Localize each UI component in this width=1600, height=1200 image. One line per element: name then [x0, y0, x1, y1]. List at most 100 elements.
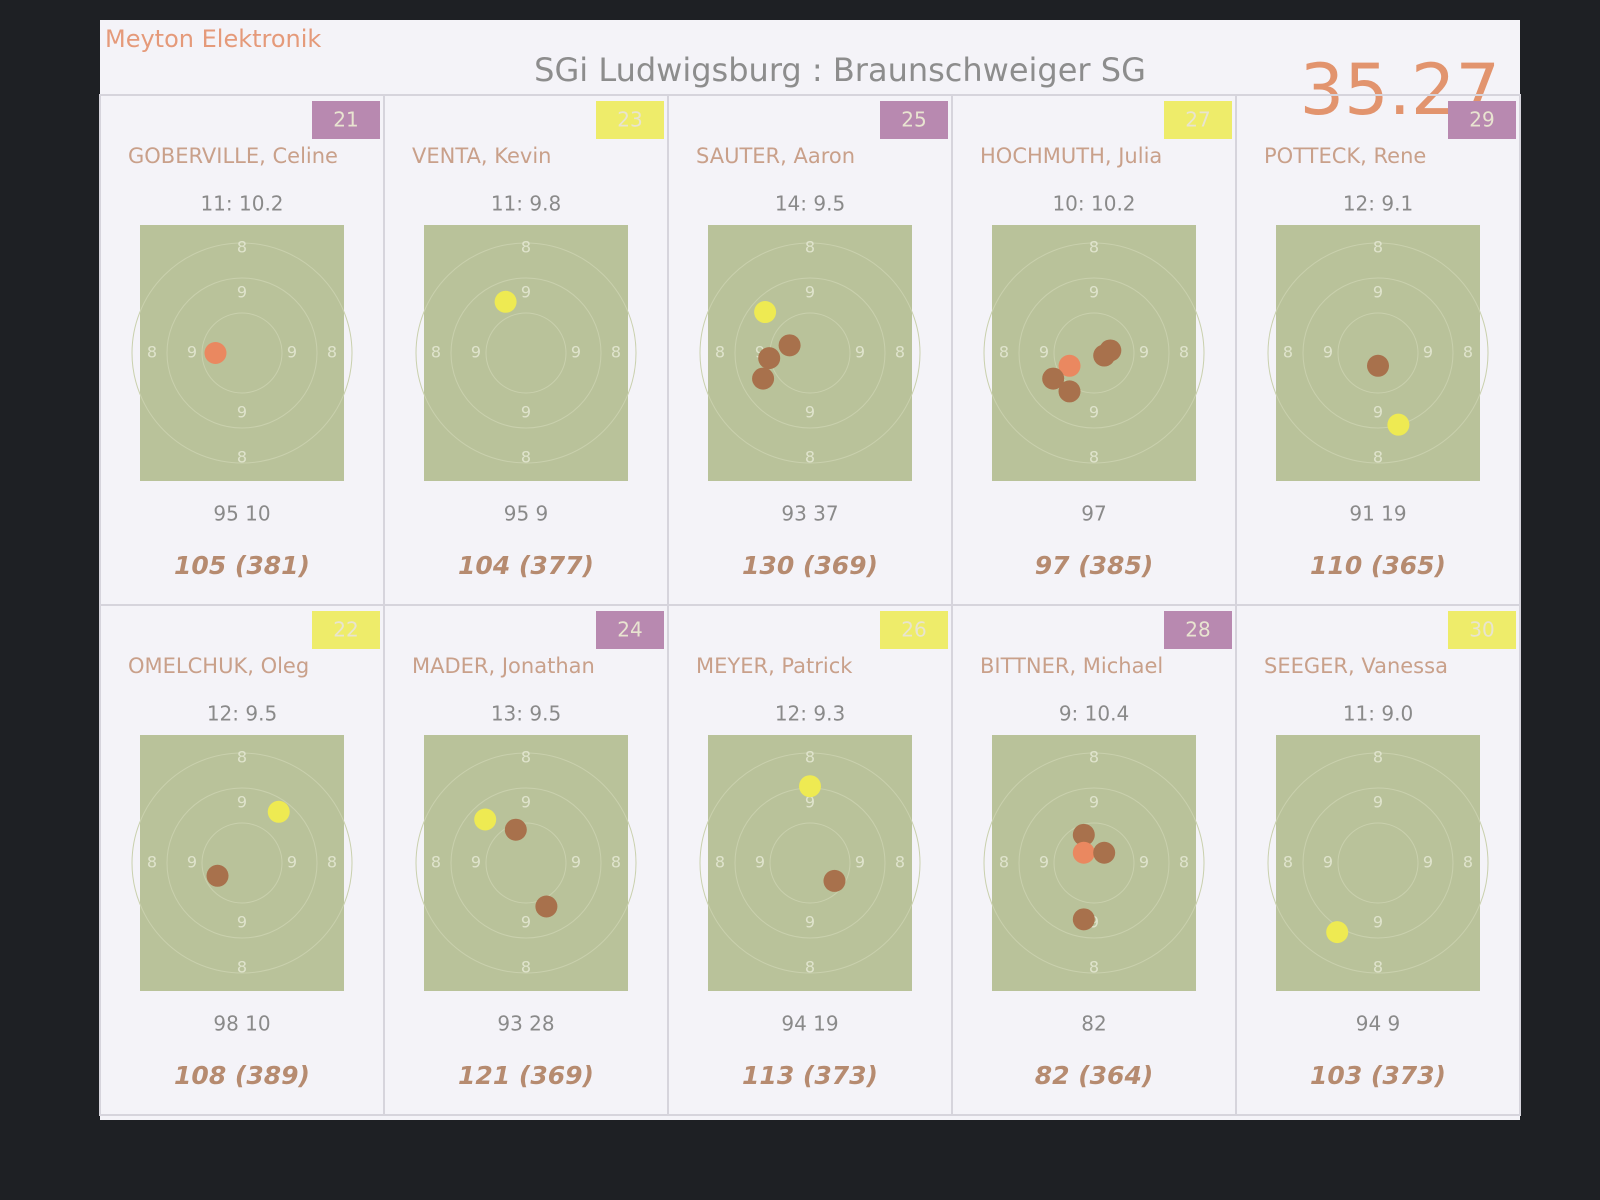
shot [204, 342, 227, 364]
last-shot: 11: 10.2 [200, 192, 283, 216]
target [708, 225, 912, 481]
ring-label: 8 [805, 448, 815, 467]
ring-label: 9 [805, 913, 815, 932]
target [708, 735, 912, 991]
last-shot: 11: 9.8 [491, 192, 561, 216]
shot [823, 869, 846, 892]
shot [1326, 921, 1349, 944]
target-ring [201, 312, 283, 394]
ring-label: 8 [521, 448, 531, 467]
lane-badge [880, 611, 948, 649]
shot [799, 775, 821, 798]
total-score: 110 (365) [1310, 551, 1446, 580]
target-ring [1267, 242, 1489, 464]
target-ring [1018, 277, 1170, 429]
ring-label: 8 [895, 853, 905, 872]
shot [758, 347, 781, 370]
target-ring [450, 277, 602, 429]
lane-badge [596, 101, 664, 139]
ring-label: 8 [1463, 343, 1473, 362]
match-title: SGi Ludwigsburg : Braunschweiger SG [534, 51, 1146, 89]
ring-label: 8 [1373, 238, 1383, 257]
shooter-name: SAUTER, Aaron [696, 144, 855, 168]
lane-number: 28 [1185, 618, 1210, 642]
series-score: 97 [1081, 502, 1106, 526]
shot [1042, 367, 1065, 390]
total-score: 121 (369) [458, 1061, 594, 1090]
ring-label: 9 [1139, 343, 1149, 362]
ring-label: 8 [521, 238, 531, 257]
target-ring [166, 277, 318, 429]
ring-label: 8 [327, 853, 337, 872]
ring-label: 8 [1089, 448, 1099, 467]
ring-label: 8 [1283, 343, 1293, 362]
shot [752, 367, 775, 390]
ring-label: 8 [431, 343, 441, 362]
target [140, 735, 344, 991]
ring-label: 9 [287, 343, 297, 362]
ring-label: 8 [805, 238, 815, 257]
target-ring [1337, 312, 1419, 394]
ring-label: 8 [999, 853, 1009, 872]
shot [1072, 908, 1095, 931]
shooter-name: SEEGER, Vanessa [1264, 654, 1448, 678]
ring-label: 9 [1139, 853, 1149, 872]
ring-label: 8 [431, 853, 441, 872]
ring-label: 8 [237, 238, 247, 257]
lane-number: 24 [617, 618, 642, 642]
shooter-name: MADER, Jonathan [412, 654, 595, 678]
ring-label: 9 [521, 913, 531, 932]
ring-label: 9 [805, 403, 815, 422]
ring-label: 9 [855, 343, 865, 362]
ring-label: 8 [715, 343, 725, 362]
shooter-name: BITTNER, Michael [980, 654, 1163, 678]
total-score: 103 (373) [1310, 1061, 1446, 1090]
ring-label: 8 [611, 343, 621, 362]
shooter-name: POTTECK, Rene [1264, 144, 1426, 168]
series-score: 91 19 [1349, 502, 1406, 526]
target-ring [734, 277, 886, 429]
shot [535, 895, 558, 918]
ring-label: 9 [187, 853, 197, 872]
shooter-name: VENTA, Kevin [412, 144, 551, 168]
ring-label: 8 [1089, 238, 1099, 257]
target-ring [983, 242, 1205, 464]
ring-label: 9 [1089, 793, 1099, 812]
lane-number: 22 [333, 618, 358, 642]
last-shot: 9: 10.4 [1059, 702, 1129, 726]
lane-number: 29 [1469, 108, 1494, 132]
ring-label: 8 [237, 748, 247, 767]
shot [1367, 354, 1389, 377]
target-ring [1337, 822, 1419, 904]
ring-label: 9 [1373, 403, 1383, 422]
ring-label: 9 [237, 283, 247, 302]
lane-number: 23 [617, 108, 642, 132]
ring-label: 9 [755, 343, 765, 362]
ring-label: 9 [521, 403, 531, 422]
ring-label: 9 [187, 343, 197, 362]
ring-label: 8 [147, 853, 157, 872]
target-ring [1267, 752, 1489, 974]
lane-badge [1448, 611, 1516, 649]
target [424, 225, 628, 481]
ring-label: 8 [1283, 853, 1293, 872]
target-ring [415, 752, 637, 974]
ring-label: 9 [471, 343, 481, 362]
total-score: 113 (373) [742, 1061, 878, 1090]
target-ring [415, 242, 637, 464]
ring-label: 8 [147, 343, 157, 362]
series-score: 95 10 [213, 502, 270, 526]
shot [1093, 841, 1116, 864]
brand: Meyton Elektronik [105, 25, 321, 53]
shot [1058, 354, 1081, 377]
shooter-name: OMELCHUK, Oleg [128, 654, 309, 678]
last-shot: 12: 9.3 [775, 702, 845, 726]
series-score: 94 9 [1356, 1012, 1401, 1036]
shot [1072, 823, 1095, 846]
ring-label: 8 [1373, 748, 1383, 767]
series-score: 94 19 [781, 1012, 838, 1036]
lane-badge [596, 611, 664, 649]
ring-label: 8 [715, 853, 725, 872]
shot [494, 290, 517, 313]
target [140, 225, 344, 481]
